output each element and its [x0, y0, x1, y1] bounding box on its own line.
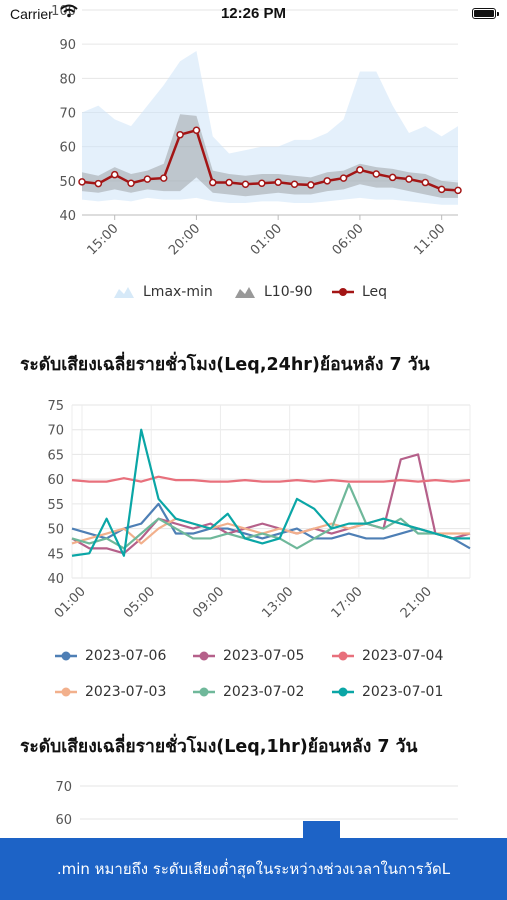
- chart1-point: [209, 178, 217, 187]
- chart-1hr-7days: 70 60: [55, 780, 458, 840]
- legend-label: Leq: [362, 284, 388, 300]
- chart1-x-tick: 01:00: [248, 221, 285, 258]
- chart1-y-tick: 40: [59, 209, 76, 224]
- chart1-point: [241, 180, 250, 188]
- chart1-point: [437, 185, 446, 194]
- chart1-x-tick: 20:00: [166, 221, 203, 258]
- legend-label: Lmax-min: [143, 284, 213, 300]
- section-title-24hr: ระดับเสียงเฉลี่ยรายชั่วโมง(Leq,24hr)ย้อน…: [20, 355, 430, 375]
- carrier-label: Carrier: [10, 6, 53, 22]
- line-icon: [55, 651, 77, 661]
- chart2-legend-item[interactable]: 2023-07-02: [193, 684, 304, 700]
- chart1-point: [356, 166, 364, 174]
- chart2-y-tick: 70: [47, 424, 64, 439]
- chart3-y-tick: 60: [55, 813, 72, 828]
- chart2-legend-item[interactable]: 2023-07-01: [332, 684, 443, 700]
- chart2-y-tick: 75: [47, 399, 64, 414]
- line-icon: [193, 651, 215, 661]
- info-banner: .min หมายถึง ระดับเสียงต่ำสุดในระหว่างช่…: [0, 838, 507, 900]
- chart2-y-tick: 45: [47, 547, 64, 562]
- chart1-point: [159, 174, 168, 182]
- legend-label: 2023-07-05: [223, 648, 305, 664]
- chart1-band-lmax-min: [82, 51, 458, 205]
- chart1-point: [94, 179, 103, 188]
- chart1-x-tick: 15:00: [84, 221, 121, 258]
- chart3-y-tick: 70: [55, 780, 72, 795]
- chart1-point: [323, 177, 331, 185]
- chart2-legend-item[interactable]: 2023-07-04: [332, 648, 443, 664]
- area-icon: [235, 287, 255, 298]
- chart1-band-l10-90: [82, 114, 458, 198]
- chart2-series-line: [71, 428, 470, 557]
- wifi-icon: [60, 4, 78, 23]
- chart2-x-tick: 21:00: [398, 584, 435, 621]
- legend-label: 2023-07-04: [362, 648, 444, 664]
- chart2-y-tick: 55: [47, 498, 64, 513]
- chart2-x-tick: 01:00: [52, 584, 89, 621]
- chart1-point: [225, 178, 233, 187]
- chart1-point: [143, 175, 152, 183]
- status-bar: Carrier 12:26 PM: [0, 0, 507, 28]
- chart1-legend: Lmax-min L10-90 Leq: [0, 284, 507, 306]
- chart1-point: [307, 181, 315, 189]
- area-icon: [114, 287, 134, 298]
- chart1-point: [339, 174, 348, 182]
- line-icon: [332, 288, 354, 296]
- chart1-point: [258, 179, 266, 187]
- line-icon: [193, 687, 215, 697]
- chart1-point: [110, 170, 119, 179]
- legend-label: 2023-07-01: [362, 684, 444, 700]
- chart2-x-tick: 17:00: [329, 584, 366, 621]
- chart1-y-tick: 90: [59, 38, 76, 53]
- clock: 12:26 PM: [220, 5, 287, 22]
- legend-label: L10-90: [264, 284, 313, 300]
- line-icon: [332, 687, 354, 697]
- chart2-legend-item[interactable]: 2023-07-03: [55, 684, 166, 700]
- section-title-1hr: ระดับเสียงเฉลี่ยรายชั่วโมง(Leq,1hr)ย้อนห…: [20, 737, 418, 757]
- battery-icon: [472, 8, 499, 19]
- chart3-bar: [303, 821, 340, 840]
- chart1-y-tick: 70: [59, 107, 76, 122]
- chart1-point: [274, 178, 282, 186]
- chart1-legend-item[interactable]: Lmax-min: [113, 284, 213, 300]
- chart1-y-tick: 50: [59, 175, 76, 190]
- legend-label: 2023-07-03: [85, 684, 167, 700]
- chart1-point: [176, 130, 184, 139]
- chart2-x-tick: 09:00: [190, 584, 227, 621]
- legend-label: 2023-07-02: [223, 684, 305, 700]
- chart1-legend-item[interactable]: L10-90: [234, 284, 312, 300]
- chart2-legend-item[interactable]: 2023-07-06: [55, 648, 166, 664]
- chart1-point: [405, 175, 413, 183]
- line-icon: [332, 651, 354, 661]
- legend-label: 2023-07-06: [85, 648, 167, 664]
- chart1-point: [78, 178, 86, 186]
- line-icon: [55, 687, 77, 697]
- chart2-y-tick: 40: [47, 572, 64, 587]
- chart1-point: [192, 126, 201, 135]
- chart1-point: [290, 180, 299, 188]
- chart1-point: [421, 178, 430, 187]
- chart2-y-tick: 60: [47, 473, 64, 488]
- chart1-point: [127, 179, 135, 187]
- chart1-legend-item[interactable]: Leq: [332, 284, 387, 300]
- chart1-y-tick: 60: [59, 141, 76, 156]
- chart1-point: [388, 173, 397, 182]
- chart1-x-tick: 11:00: [411, 221, 448, 258]
- chart-24hr-7days: 40 45 50 55 60 65 70 75 01:00 05:00 09:00 13:00 17:0…: [47, 399, 471, 621]
- chart2-series-line: [71, 482, 470, 550]
- chart1-point: [372, 170, 381, 178]
- chart2-y-tick: 65: [47, 448, 64, 463]
- chart1-point: [454, 186, 462, 195]
- chart2-x-tick: 05:00: [121, 584, 158, 621]
- chart2-legend-item[interactable]: 2023-07-05: [193, 648, 304, 664]
- chart1-y-tick: 80: [59, 72, 76, 87]
- chart1-x-tick: 06:00: [330, 221, 367, 258]
- chart2-series-line: [71, 475, 471, 483]
- chart2-y-tick: 50: [47, 523, 64, 538]
- chart2-x-tick: 13:00: [259, 584, 296, 621]
- chart2-legend: 2023-07-06 2023-07-05 2023-07-04 2023-07-03…: [0, 648, 507, 704]
